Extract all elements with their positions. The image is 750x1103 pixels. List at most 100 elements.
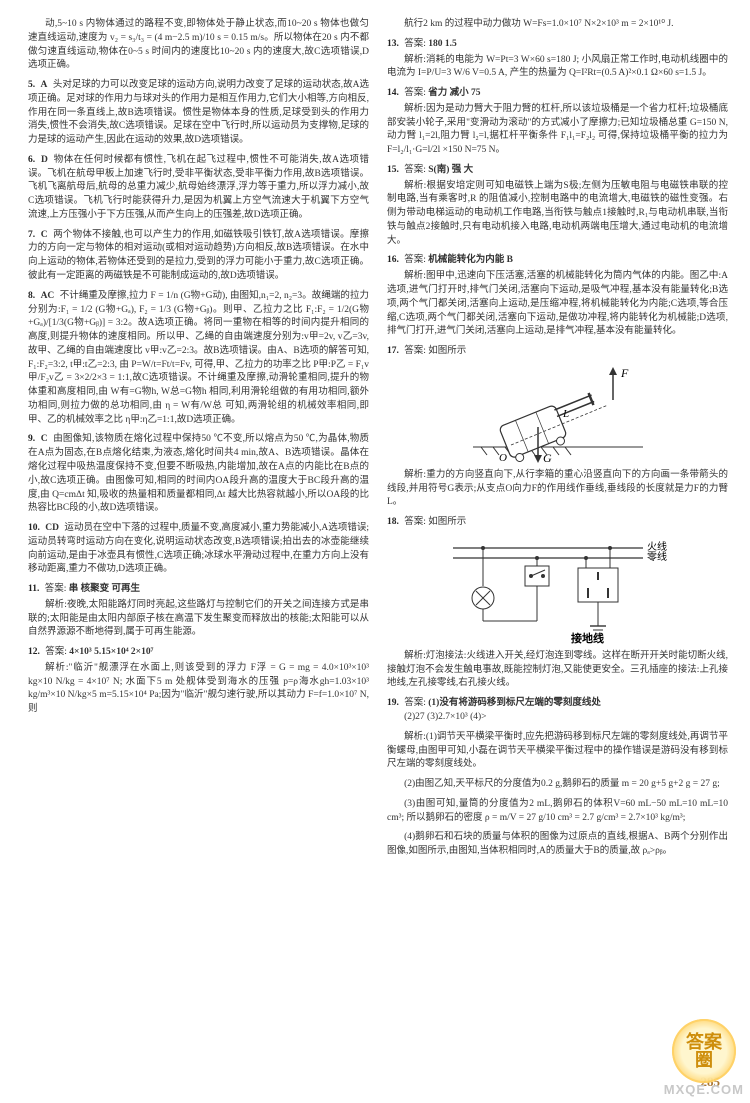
item-answer: D — [41, 155, 48, 165]
item-answer: (1)没有将游码移到标尺左端的零刻度线处 — [428, 698, 601, 708]
text: (2)由图乙知,天平标尺的分度值为0.2 g,鹅卵石的质量 m = 20 g+5… — [404, 779, 720, 789]
item-explanation: 解析:因为是动力臂大于阻力臂的杠杆,所以该垃圾桶是一个省力杠杆;垃圾桶底部安装小… — [387, 103, 728, 158]
item-14: 14. 答案: 省力 减小 75 解析:因为是动力臂大于阻力臂的杠杆,所以该垃圾… — [387, 87, 728, 158]
item-answer: C — [41, 230, 48, 240]
answer-label: 答案: — [404, 517, 426, 527]
right-column: 航行2 km 的过程中动力做功 W=Fs=1.0×10⁷ N×2×10³ m =… — [387, 18, 728, 865]
left-column: 动,5~10 s 内物体通过的路程不变,即物体处于静止状态,而10~20 s 物… — [28, 18, 369, 865]
item-number: 15. — [387, 165, 399, 175]
item-text: 头对足球的力可以改变足球的运动方向,说明力改变了足球的运动状态,故A选项正确。足… — [28, 80, 369, 145]
item-18-explanation: 解析:灯泡接法:火线进入开关,经灯泡连到零线。这样在断开开关时能切断火线,接触灯… — [387, 650, 728, 691]
item-7: 7. C 两个物体不接触,也可以产生力的作用,如磁铁吸引铁钉,故A选项错误。摩擦… — [28, 229, 369, 284]
item-number: 11. — [28, 584, 39, 594]
item-19-expl-1: 解析:(1)调节天平横梁平衡时,应先把游码移到标尺左端的零刻度线处,再调节平衡螺… — [387, 731, 728, 772]
figure-18: 火线 零线 — [443, 536, 673, 646]
item-11: 11. 答案: 串 核聚变 可再生 解析:夜晚,太阳能路灯同时亮起,这些路灯与控… — [28, 583, 369, 640]
item-answer: 省力 减小 75 — [428, 88, 480, 98]
text: (4)鹅卵石和石块的质量与体积的图像为过原点的直线,根据A、B两个分别作出图像,… — [387, 832, 728, 856]
item-13: 13. 答案: 180 1.5 解析:消耗的电能为 W=Pt=3 W×60 s=… — [387, 38, 728, 81]
text: 航行2 km 的过程中动力做功 W=Fs=1.0×10⁷ N×2×10³ m =… — [404, 19, 673, 29]
item-17: 17. 答案: 如图所示 — [387, 345, 728, 359]
item-4-continuation: 动,5~10 s 内物体通过的路程不变,即物体处于静止状态,而10~20 s 物… — [28, 18, 369, 73]
item-answer: AC — [41, 291, 55, 301]
figure-17: F G O L — [463, 365, 653, 465]
item-15: 15. 答案: S(南) 强 大 解析:根据安培定则可知电磁铁上端为S极;左侧为… — [387, 164, 728, 249]
item-text: 物体在任何时候都有惯性,飞机在起飞过程中,惯性不可能消失,故A选项错误。飞机在航… — [28, 155, 369, 220]
item-number: 13. — [387, 39, 399, 49]
text: 解析:(1)调节天平横梁平衡时,应先把游码移到标尺左端的零刻度线处,再调节平衡螺… — [387, 732, 728, 770]
item-text: 不计绳重及摩擦,拉力 F = 1/n (G物+G动), 由图知,n₁=2, n₂… — [28, 291, 369, 425]
item-answer: CD — [45, 523, 59, 533]
answer-label: 答案: — [404, 255, 426, 265]
item-19-expl-4: (4)鹅卵石和石块的质量与体积的图像为过原点的直线,根据A、B两个分别作出图像,… — [387, 831, 728, 859]
item-answer: 180 1.5 — [428, 39, 457, 49]
label-ground: 接地线 — [571, 631, 604, 645]
item-19: 19. 答案: (1)没有将游码移到标尺左端的零刻度线处 (2)27 (3)2.… — [387, 697, 728, 725]
item-number: 5. — [28, 80, 35, 90]
answer-label: 答案: — [45, 584, 67, 594]
item-19-line2: (2)27 (3)2.7×10³ (4)> — [387, 711, 728, 725]
answer-circle-watermark: 答案 圈 — [672, 1019, 736, 1083]
item-answer: S(南) 强 大 — [428, 165, 473, 175]
answer-label: 答案: — [404, 346, 426, 356]
label-L: L — [562, 408, 569, 420]
item-number: 18. — [387, 517, 399, 527]
item-explanation: 解析:"临沂"舰漂浮在水面上,则该受到的浮力 F浮 = G = mg = 4.0… — [28, 662, 369, 717]
circuit-diagram-svg: 火线 零线 — [443, 536, 673, 646]
item-16: 16. 答案: 机械能转化为内能 B 解析:图甲中,迅速向下压活塞,活塞的机械能… — [387, 254, 728, 339]
label-F: F — [620, 366, 629, 380]
item-number: 12. — [28, 647, 40, 657]
item-19-expl-3: (3)由图可知,量筒的分度值为2 mL,鹅卵石的体积V=60 mL−50 mL=… — [387, 798, 728, 826]
answer-label: 答案: — [404, 165, 426, 175]
item-answer: C — [41, 434, 48, 444]
item-18: 18. 答案: 如图所示 — [387, 516, 728, 530]
item-5: 5. A 头对足球的力可以改变足球的运动方向,说明力改变了足球的运动状态,故A选… — [28, 79, 369, 148]
item-text: 两个物体不接触,也可以产生力的作用,如磁铁吸引铁钉,故A选项错误。摩擦力的方向一… — [28, 230, 369, 281]
item-8: 8. AC 不计绳重及摩擦,拉力 F = 1/n (G物+G动), 由图知,n₁… — [28, 290, 369, 428]
item-12: 12. 答案: 4×10³ 5.15×10⁴ 2×10⁷ 解析:"临沂"舰漂浮在… — [28, 646, 369, 717]
item-text: 如图所示 — [428, 346, 466, 356]
watermark-line1: 答案 — [686, 1033, 722, 1051]
answer-label: 答案: — [404, 39, 426, 49]
item-number: 19. — [387, 698, 399, 708]
item-text: 由图像知,该物质在熔化过程中保持50 ℃不变,所以熔点为50 ℃,为晶体,物质在… — [28, 434, 369, 513]
item-explanation: 解析:消耗的电能为 W=Pt=3 W×60 s=180 J; 小风扇正常工作时,… — [387, 54, 728, 82]
answer-label: 答案: — [404, 88, 426, 98]
watermark-line2: 圈 — [695, 1051, 713, 1069]
item-17-explanation: 解析:重力的方向竖直向下,从行李箱的重心沿竖直向下的方向画一条带箭头的线段,并用… — [387, 469, 728, 510]
text: 解析:重力的方向竖直向下,从行李箱的重心沿竖直向下的方向画一条带箭头的线段,并用… — [387, 470, 728, 508]
item-explanation: 解析:图甲中,迅速向下压活塞,活塞的机械能转化为筒内气体的内能。图乙中:A选项,… — [387, 270, 728, 339]
page-columns: 动,5~10 s 内物体通过的路程不变,即物体处于静止状态,而10~20 s 物… — [28, 18, 728, 865]
item-number: 10. — [28, 523, 40, 533]
label-G: G — [543, 451, 552, 465]
item-answer: 机械能转化为内能 B — [428, 255, 513, 265]
item-number: 7. — [28, 230, 35, 240]
item-answer: 串 核聚变 可再生 — [69, 584, 140, 594]
item-10: 10. CD 运动员在空中下落的过程中,质量不变,高度减小,重力势能减小,A选项… — [28, 522, 369, 577]
item-explanation: 解析:根据安培定则可知电磁铁上端为S极;左侧为压敏电阻与电磁铁串联的控制电路,当… — [387, 180, 728, 249]
lever-diagram-svg: F G O L — [463, 365, 653, 465]
item-answer: A — [41, 80, 48, 90]
item-answer: 4×10³ 5.15×10⁴ 2×10⁷ — [69, 647, 153, 657]
item-19-expl-2: (2)由图乙知,天平标尺的分度值为0.2 g,鹅卵石的质量 m = 20 g+5… — [387, 778, 728, 792]
answer-label: 答案: — [404, 698, 426, 708]
item-text: 运动员在空中下落的过程中,质量不变,高度减小,重力势能减小,A选项错误;运动员转… — [28, 523, 369, 574]
item-number: 17. — [387, 346, 399, 356]
item-number: 16. — [387, 255, 399, 265]
item-explanation: 解析:夜晚,太阳能路灯同时亮起,这些路灯与控制它们的开关之间连接方式是串联的;太… — [28, 599, 369, 640]
answer-label: 答案: — [45, 647, 67, 657]
item-text: 如图所示 — [428, 517, 466, 527]
item-number: 6. — [28, 155, 35, 165]
text: 动,5~10 s 内物体通过的路程不变,即物体处于静止状态,而10~20 s 物… — [28, 19, 369, 70]
item-number: 14. — [387, 88, 399, 98]
text: 解析:灯泡接法:火线进入开关,经灯泡连到零线。这样在断开开关时能切断火线,接触灯… — [387, 651, 728, 689]
site-watermark: MXQE.COM — [664, 1080, 744, 1100]
label-zero: 零线 — [647, 550, 667, 563]
item-12-continuation: 航行2 km 的过程中动力做功 W=Fs=1.0×10⁷ N×2×10³ m =… — [387, 18, 728, 32]
item-number: 9. — [28, 434, 35, 444]
item-9: 9. C 由图像知,该物质在熔化过程中保持50 ℃不变,所以熔点为50 ℃,为晶… — [28, 433, 369, 516]
item-6: 6. D 物体在任何时候都有惯性,飞机在起飞过程中,惯性不可能消失,故A选项错误… — [28, 154, 369, 223]
label-O: O — [499, 452, 507, 464]
item-number: 8. — [28, 291, 35, 301]
text: (3)由图可知,量筒的分度值为2 mL,鹅卵石的体积V=60 mL−50 mL=… — [387, 799, 728, 823]
